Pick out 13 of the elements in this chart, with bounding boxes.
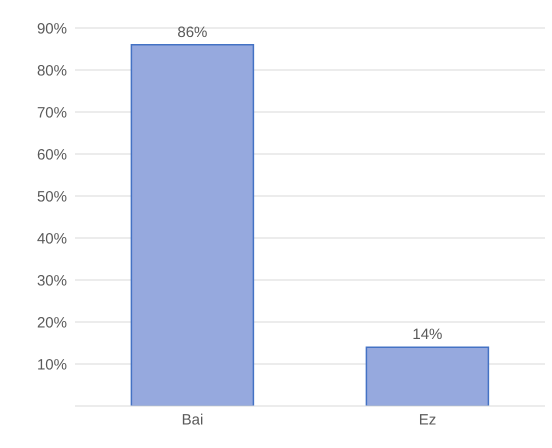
y-tick-label: 70% (36, 104, 67, 122)
x-tick-label: Ez (418, 412, 436, 429)
y-tick-label: 10% (36, 356, 67, 374)
y-tick-label: 90% (36, 20, 67, 38)
y-tick-label: 30% (36, 272, 67, 290)
y-tick-label: 40% (36, 230, 67, 248)
y-tick-label: 80% (36, 62, 67, 80)
y-tick-label: 50% (36, 188, 67, 206)
y-tick-label: 60% (36, 146, 67, 164)
y-tick-label: 20% (36, 314, 67, 332)
x-tick-label: Bai (182, 412, 204, 429)
data-label: 86% (177, 24, 208, 41)
data-label: 14% (412, 326, 442, 344)
